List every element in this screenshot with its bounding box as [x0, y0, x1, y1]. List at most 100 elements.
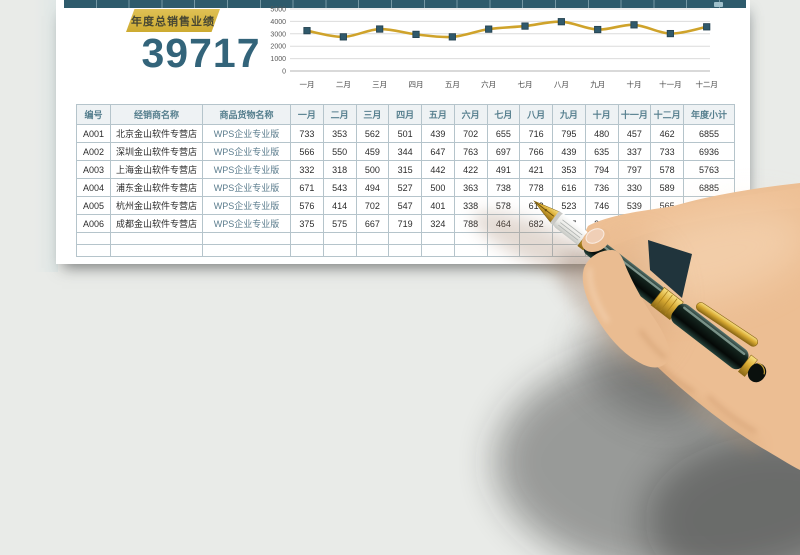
- table-cell[interactable]: 788: [453, 214, 488, 233]
- table-cell[interactable]: 6885: [683, 178, 735, 197]
- table-cell[interactable]: [322, 244, 357, 257]
- column-header[interactable]: 十一月: [617, 104, 652, 125]
- table-cell[interactable]: [110, 232, 203, 245]
- table-cell[interactable]: 462: [650, 124, 684, 143]
- column-header[interactable]: 十二月: [650, 104, 684, 125]
- table-cell[interactable]: 578: [486, 196, 521, 215]
- column-header[interactable]: 四月: [388, 104, 422, 125]
- column-header[interactable]: 年度小计: [683, 104, 735, 125]
- table-cell[interactable]: 576: [290, 196, 324, 215]
- table-cell[interactable]: 375: [290, 214, 324, 233]
- table-cell[interactable]: 414: [322, 196, 357, 215]
- table-cell[interactable]: 738: [486, 178, 521, 197]
- table-cell[interactable]: 766: [519, 142, 553, 161]
- column-header[interactable]: 五月: [421, 104, 455, 125]
- table-cell[interactable]: [617, 232, 652, 245]
- table-cell[interactable]: [290, 232, 324, 245]
- table-cell[interactable]: 702: [355, 196, 390, 215]
- table-cell[interactable]: 647: [421, 142, 455, 161]
- table-cell[interactable]: 363: [453, 178, 488, 197]
- table-cell[interactable]: 575: [322, 214, 357, 233]
- table-cell[interactable]: 616: [552, 178, 586, 197]
- table-cell[interactable]: 5763: [683, 160, 735, 179]
- column-header[interactable]: 商品货物名称: [202, 104, 291, 125]
- table-cell[interactable]: 550: [322, 142, 357, 161]
- table-cell[interactable]: WPS企业专业版: [202, 160, 291, 179]
- table-cell[interactable]: [76, 244, 111, 257]
- table-cell[interactable]: 566: [290, 142, 324, 161]
- table-cell[interactable]: [290, 244, 324, 257]
- table-cell[interactable]: [110, 244, 203, 257]
- table-cell[interactable]: 719: [388, 214, 422, 233]
- table-cell[interactable]: 702: [453, 124, 488, 143]
- table-cell[interactable]: 562: [355, 124, 390, 143]
- table-cell[interactable]: 464: [486, 214, 521, 233]
- table-cell[interactable]: 655: [486, 124, 521, 143]
- table-cell[interactable]: 6936: [683, 142, 735, 161]
- table-cell[interactable]: 543: [322, 178, 357, 197]
- table-cell[interactable]: 797: [617, 160, 652, 179]
- table-cell[interactable]: 480: [584, 124, 619, 143]
- table-cell[interactable]: [486, 244, 521, 257]
- table-cell[interactable]: 491: [486, 160, 521, 179]
- table-cell[interactable]: [202, 232, 291, 245]
- table-cell[interactable]: 6855: [683, 124, 735, 143]
- column-header[interactable]: 十月: [584, 104, 619, 125]
- table-cell[interactable]: 北京金山软件专营店: [110, 124, 203, 143]
- table-cell[interactable]: 439: [421, 124, 455, 143]
- table-cell[interactable]: 736: [584, 178, 619, 197]
- table-cell[interactable]: [584, 232, 619, 245]
- table-cell[interactable]: 589: [650, 178, 684, 197]
- column-header[interactable]: 一月: [290, 104, 324, 125]
- table-cell[interactable]: 深圳金山软件专营店: [110, 142, 203, 161]
- table-cell[interactable]: [552, 232, 586, 245]
- table-cell[interactable]: 324: [421, 214, 455, 233]
- table-cell[interactable]: WPS企业专业版: [202, 124, 291, 143]
- column-header[interactable]: 九月: [552, 104, 586, 125]
- table-cell[interactable]: 697: [486, 142, 521, 161]
- table-cell[interactable]: 746: [584, 196, 619, 215]
- table-cell[interactable]: 557: [617, 214, 652, 233]
- table-cell[interactable]: 353: [552, 160, 586, 179]
- table-cell[interactable]: 565: [650, 196, 684, 215]
- table-cell[interactable]: A005: [76, 196, 111, 215]
- column-header[interactable]: 编号: [76, 104, 111, 125]
- table-cell[interactable]: [388, 232, 422, 245]
- table-cell[interactable]: WPS企业专业版: [202, 178, 291, 197]
- table-cell[interactable]: [683, 232, 735, 245]
- table-cell[interactable]: 6736: [683, 214, 735, 233]
- table-cell[interactable]: 671: [290, 178, 324, 197]
- table-cell[interactable]: 421: [519, 160, 553, 179]
- table-cell[interactable]: [650, 244, 684, 257]
- table-cell[interactable]: 635: [584, 142, 619, 161]
- table-cell[interactable]: [650, 232, 684, 245]
- table-cell[interactable]: 浦东金山软件专营店: [110, 178, 203, 197]
- column-header[interactable]: 二月: [322, 104, 357, 125]
- sales-line-chart[interactable]: 5000 4000 3000 2000 1000 0 一月 二月 三月 四月 五月 六月 七月 八月 九月 十…: [260, 2, 720, 102]
- table-cell[interactable]: [617, 244, 652, 257]
- table-cell[interactable]: 763: [453, 142, 488, 161]
- table-cell[interactable]: 578: [650, 160, 684, 179]
- table-cell[interactable]: 344: [388, 142, 422, 161]
- table-cell[interactable]: 500: [355, 160, 390, 179]
- table-cell[interactable]: [421, 244, 455, 257]
- table-cell[interactable]: [552, 244, 586, 257]
- table-cell[interactable]: 353: [322, 124, 357, 143]
- table-cell[interactable]: 500: [421, 178, 455, 197]
- table-cell[interactable]: 682: [519, 214, 553, 233]
- table-cell[interactable]: 332: [584, 214, 619, 233]
- table-cell[interactable]: [202, 244, 291, 257]
- table-cell[interactable]: 338: [453, 196, 488, 215]
- table-cell[interactable]: [519, 232, 553, 245]
- table-cell[interactable]: [584, 244, 619, 257]
- column-header[interactable]: 六月: [453, 104, 488, 125]
- table-cell[interactable]: 613: [519, 196, 553, 215]
- table-cell[interactable]: A002: [76, 142, 111, 161]
- table-cell[interactable]: 6542: [683, 196, 735, 215]
- table-cell[interactable]: [453, 244, 488, 257]
- table-cell[interactable]: [683, 244, 735, 257]
- table-cell[interactable]: WPS企业专业版: [202, 214, 291, 233]
- table-cell[interactable]: [355, 244, 390, 257]
- table-cell[interactable]: 523: [552, 196, 586, 215]
- table-cell[interactable]: 733: [650, 142, 684, 161]
